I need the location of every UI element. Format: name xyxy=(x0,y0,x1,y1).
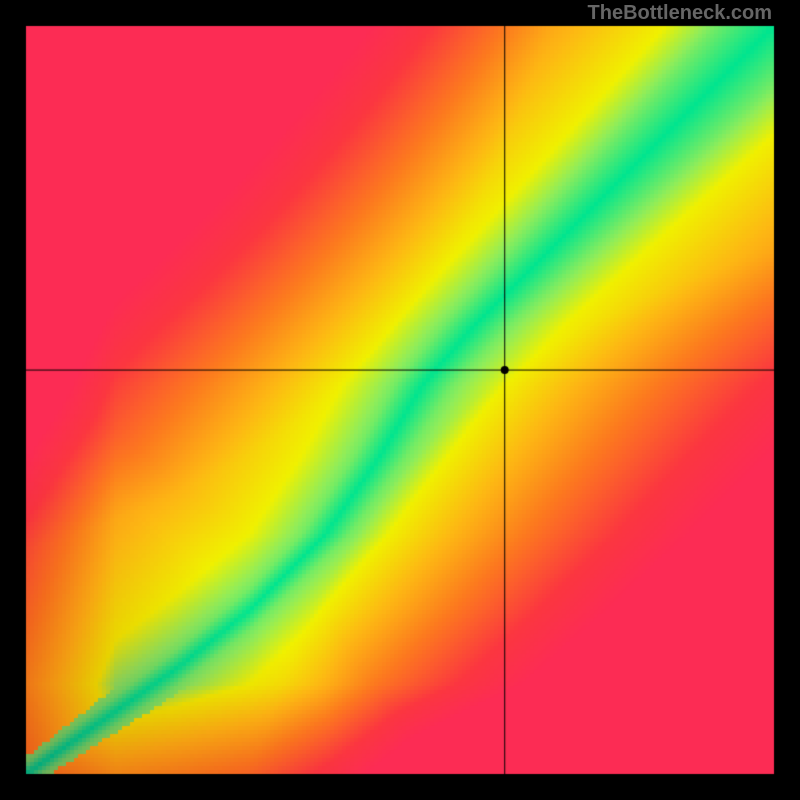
chart-container: TheBottleneck.com xyxy=(0,0,800,800)
watermark-text: TheBottleneck.com xyxy=(588,2,772,25)
heatmap-canvas xyxy=(0,0,800,800)
